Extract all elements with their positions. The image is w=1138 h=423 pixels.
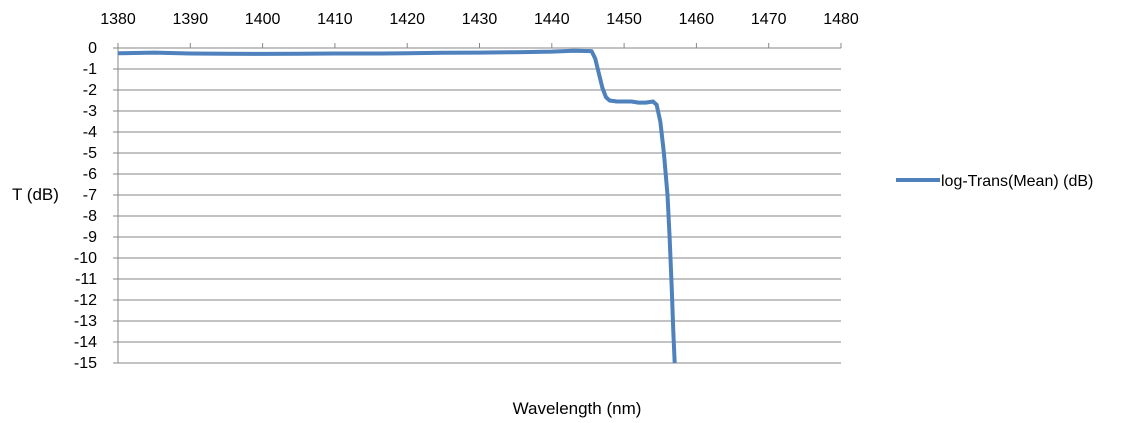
x-tick-label: 1390 bbox=[173, 11, 209, 28]
x-tick-label: 1420 bbox=[389, 11, 425, 28]
x-axis-title: Wavelength (nm) bbox=[513, 399, 642, 418]
x-tick-label: 1480 bbox=[823, 11, 859, 28]
y-tick-label: -2 bbox=[83, 82, 97, 99]
y-tick-label: -12 bbox=[74, 292, 97, 309]
y-tick-label: -7 bbox=[83, 187, 97, 204]
y-tick-labels: 0 -1 -2 -3 -4 -5 -6 -7 -8 -9 -10 -11 -12 -13 -14 -15 bbox=[74, 40, 118, 372]
x-tick-labels: 1380 1390 1400 1410 1420 1430 1440 1450 1460 1470… bbox=[100, 11, 859, 48]
x-tick-label: 1470 bbox=[751, 11, 787, 28]
series-line bbox=[117, 48, 677, 364]
legend-label: log-Trans(Mean) (dB) bbox=[941, 173, 1093, 190]
x-tick-label: 1440 bbox=[534, 11, 570, 28]
y-tick-label: -14 bbox=[74, 334, 97, 351]
y-tick-label: -1 bbox=[83, 61, 97, 78]
y-tick-label: 0 bbox=[88, 40, 97, 57]
axes bbox=[117, 47, 841, 363]
x-tick-label: 1380 bbox=[100, 11, 136, 28]
y-tick-label: -13 bbox=[74, 313, 97, 330]
x-tick-label: 1410 bbox=[317, 11, 353, 28]
y-tick-label: -9 bbox=[83, 229, 97, 246]
y-tick-label: -3 bbox=[83, 103, 97, 120]
y-tick-label: -5 bbox=[83, 145, 97, 162]
series bbox=[117, 48, 677, 364]
y-tick-label: -11 bbox=[75, 271, 97, 288]
gridlines bbox=[118, 68, 841, 364]
y-tick-label: -10 bbox=[74, 250, 97, 267]
x-tick-label: 1430 bbox=[462, 11, 498, 28]
legend: log-Trans(Mean) (dB) bbox=[896, 173, 1093, 190]
x-tick-label: 1450 bbox=[606, 11, 642, 28]
y-tick-label: -15 bbox=[74, 355, 97, 372]
y-axis-title: T (dB) bbox=[12, 185, 59, 204]
x-tick-label: 1400 bbox=[245, 11, 281, 28]
x-tick-label: 1460 bbox=[679, 11, 715, 28]
y-tick-label: -8 bbox=[83, 208, 97, 225]
y-tick-label: -6 bbox=[83, 166, 97, 183]
y-tick-label: -4 bbox=[83, 124, 97, 141]
